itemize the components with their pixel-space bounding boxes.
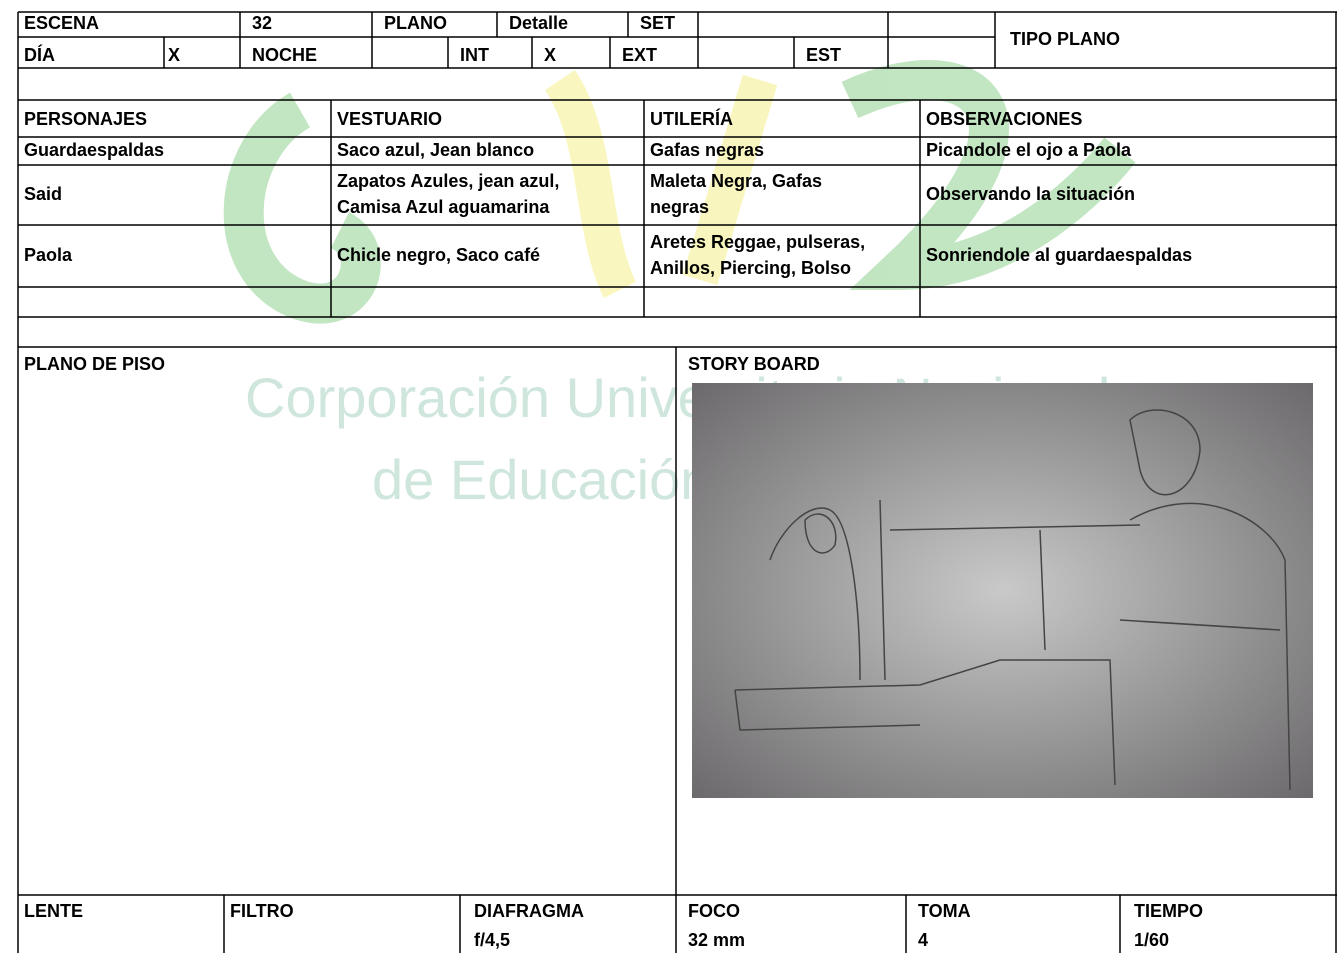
cell-text: Observando la situación [926,184,1135,204]
label: SET [640,13,675,33]
cell-text: Chicle negro, Saco café [337,245,540,265]
column-header: UTILERÍA [650,108,733,129]
cell-text: Picandole el ojo a Paola [926,140,1132,160]
label: EXT [622,45,657,65]
value: X [544,45,556,65]
label: PLANO [384,13,447,33]
section-title: PLANO DE PISO [24,354,165,374]
section-title: STORY BOARD [688,354,820,374]
watermark-logo [223,59,1136,324]
breakdown-table: PERSONAJES VESTUARIO UTILERÍA OBSERVACIONES… [24,108,1192,278]
watermark: de Educación [372,448,711,511]
label: DÍA [24,44,55,65]
column-header: TOMA [918,901,971,921]
column-header: FOCO [688,901,740,921]
storyboard-image [692,383,1313,798]
cell-text: Anillos, Piercing, Bolso [650,258,851,278]
column-header: OBSERVACIONES [926,109,1082,129]
cell-text: Guardaespaldas [24,140,164,160]
cell-text: Gafas negras [650,140,764,160]
column-header: LENTE [24,901,83,921]
cell-text: Maleta Negra, Gafas [650,171,822,191]
column-header: PERSONAJES [24,109,147,129]
value: X [168,45,180,65]
cell-text: Paola [24,245,73,265]
label: ESCENA [24,13,99,33]
cell-text: Said [24,184,62,204]
column-header: DIAFRAGMA [474,901,584,921]
grid [17,11,1337,953]
value: Detalle [509,13,568,33]
label: NOCHE [252,45,317,65]
cell-text: Zapatos Azules, jean azul, [337,171,559,191]
column-header: VESTUARIO [337,109,442,129]
label: EST [806,45,841,65]
cell-text: 4 [918,930,928,950]
cell-text: f/4,5 [474,930,510,950]
cell-text: Sonriendole al guardaespaldas [926,245,1192,265]
value: 32 [252,13,272,33]
cell-text: Saco azul, Jean blanco [337,140,534,160]
cell-text: Camisa Azul aguamarina [337,197,550,217]
technical-table: LENTE FILTRO DIAFRAGMA FOCO TOMA TIEMPO f/4,5 3… [24,901,1203,950]
label: TIPO PLANO [1010,29,1120,49]
cell-text: Aretes Reggae, pulseras, [650,232,865,252]
cell-text: 1/60 [1134,930,1169,950]
label: INT [460,45,489,65]
cell-text: negras [650,197,709,217]
column-header: TIEMPO [1134,901,1203,921]
column-header: FILTRO [230,901,294,921]
cell-text: 32 mm [688,930,745,950]
